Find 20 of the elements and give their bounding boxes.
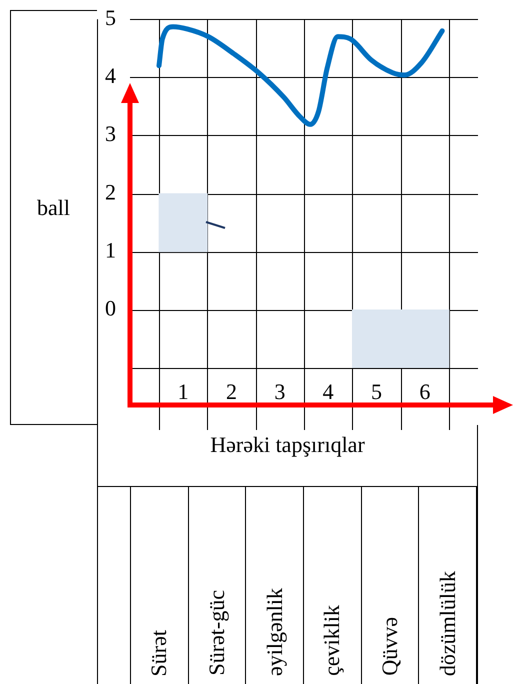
x-tick-label: 2 bbox=[226, 378, 237, 404]
y-tick-label: 0 bbox=[105, 296, 116, 321]
text: Qüvvə bbox=[376, 617, 403, 678]
x-axis-title: Hərəki tapşırıqlar bbox=[98, 425, 477, 487]
y-tick-label: 4 bbox=[105, 63, 116, 88]
y-tick-label: 2 bbox=[105, 179, 116, 204]
text: Sürət bbox=[146, 630, 172, 678]
y-tick-label: 1 bbox=[105, 238, 116, 263]
x-tick-label: 1 bbox=[178, 378, 189, 404]
text: Sürət-güc bbox=[204, 590, 230, 678]
text: çeviklik bbox=[319, 605, 346, 678]
y-tick-label: 5 bbox=[105, 4, 116, 30]
x-tick-label: 6 bbox=[419, 378, 430, 404]
text: əyilgənlik bbox=[262, 588, 288, 678]
y-tick-label: 3 bbox=[105, 121, 116, 146]
y-axis-title: ball bbox=[36, 195, 71, 221]
x-tick-label: 5 bbox=[371, 378, 382, 404]
x-tick-label: 3 bbox=[274, 378, 286, 404]
x-tick-label: 4 bbox=[322, 378, 334, 404]
text: dözümlülük bbox=[434, 570, 461, 678]
